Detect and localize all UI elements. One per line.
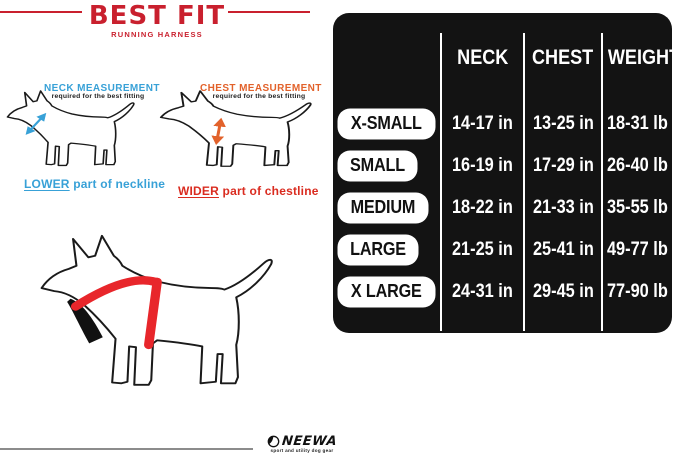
weight-value: 26-40 lb bbox=[606, 155, 668, 176]
table-divider bbox=[440, 33, 442, 331]
chest-arrow-icon bbox=[211, 117, 226, 145]
page-title: BEST FIT bbox=[88, 1, 226, 31]
table-row: LARGE 21-25 in 25-41 in 49-77 lb bbox=[333, 229, 672, 271]
column-header-chest: CHEST bbox=[532, 46, 594, 69]
neck-value: 14-17 in bbox=[452, 113, 513, 134]
size-badge: SMALL bbox=[339, 152, 416, 180]
chest-measurement-label: CHEST MEASUREMENT bbox=[200, 83, 322, 94]
size-cell: MEDIUM bbox=[333, 194, 441, 222]
size-chart-panel: NECK CHEST WEIGHT X-SMALL 14-17 in 13-25… bbox=[333, 13, 679, 333]
chest-caption: WIDER part of chestline bbox=[178, 184, 319, 198]
table-row: SMALL 16-19 in 17-29 in 26-40 lb bbox=[333, 145, 672, 187]
brand-tagline: sport and utility dog gear bbox=[270, 448, 334, 453]
chest-caption-rest: part of chestline bbox=[219, 184, 319, 198]
column-header-weight: WEIGHT bbox=[607, 46, 679, 69]
neck-caption-rest: part of neckline bbox=[69, 177, 166, 191]
weight-value: 18-31 lb bbox=[606, 113, 668, 134]
neck-arrow-icon bbox=[25, 112, 47, 135]
title-rule-left bbox=[0, 11, 82, 13]
neck-dog-illustration bbox=[6, 90, 135, 167]
table-row: MEDIUM 18-22 in 21-33 in 35-55 lb bbox=[333, 187, 672, 229]
size-badge: MEDIUM bbox=[339, 194, 427, 222]
weight-value: 77-90 lb bbox=[606, 281, 668, 302]
table-divider bbox=[523, 33, 525, 331]
brand-name: NEEWA bbox=[281, 434, 338, 449]
neck-measurement-sublabel: required for the best fitting bbox=[51, 93, 145, 100]
size-cell: X-SMALL bbox=[333, 110, 441, 138]
footer-rule bbox=[0, 448, 253, 450]
neck-caption: LOWER part of neckline bbox=[24, 177, 165, 191]
chest-value: 29-45 in bbox=[532, 281, 594, 302]
chest-measurement-sublabel: required for the best fitting bbox=[212, 93, 306, 100]
weight-value: 49-77 lb bbox=[606, 239, 668, 260]
table-row: X-SMALL 14-17 in 13-25 in 18-31 lb bbox=[333, 103, 672, 145]
size-badge: X-SMALL bbox=[339, 110, 434, 138]
size-badge: X LARGE bbox=[339, 278, 434, 306]
size-cell: SMALL bbox=[333, 152, 441, 180]
harness-neck-strap bbox=[70, 276, 161, 311]
neck-measurement-label: NECK MEASUREMENT bbox=[44, 83, 160, 94]
neck-caption-highlight: LOWER bbox=[24, 177, 70, 191]
harness-dog-illustration bbox=[40, 234, 273, 386]
chest-dog-illustration bbox=[159, 90, 312, 168]
neewa-logo-icon bbox=[267, 435, 280, 448]
neck-value: 24-31 in bbox=[452, 281, 513, 302]
chest-value: 13-25 in bbox=[532, 113, 594, 134]
weight-value: 35-55 lb bbox=[606, 197, 668, 218]
table-header-row: NECK CHEST WEIGHT bbox=[333, 13, 679, 103]
neck-value: 16-19 in bbox=[452, 155, 513, 176]
brand-logo: NEEWA sport and utility dog gear bbox=[257, 434, 347, 453]
page-subtitle: RUNNING HARNESS bbox=[111, 30, 203, 39]
table-row: X LARGE 24-31 in 29-45 in 77-90 lb bbox=[333, 271, 672, 313]
size-cell: LARGE bbox=[333, 236, 441, 264]
harness-girth-strap bbox=[144, 277, 162, 350]
size-cell: X LARGE bbox=[333, 278, 441, 306]
chest-value: 17-29 in bbox=[532, 155, 594, 176]
chest-value: 25-41 in bbox=[532, 239, 594, 260]
column-header-neck: NECK bbox=[456, 46, 509, 69]
chest-value: 21-33 in bbox=[532, 197, 594, 218]
size-badge: LARGE bbox=[339, 236, 418, 264]
table-divider bbox=[601, 33, 603, 331]
chest-caption-highlight: WIDER bbox=[178, 184, 219, 198]
neck-value: 21-25 in bbox=[452, 239, 513, 260]
neck-value: 18-22 in bbox=[452, 197, 513, 218]
table-body: X-SMALL 14-17 in 13-25 in 18-31 lb SMALL… bbox=[333, 103, 672, 313]
title-rule-right bbox=[228, 11, 310, 13]
